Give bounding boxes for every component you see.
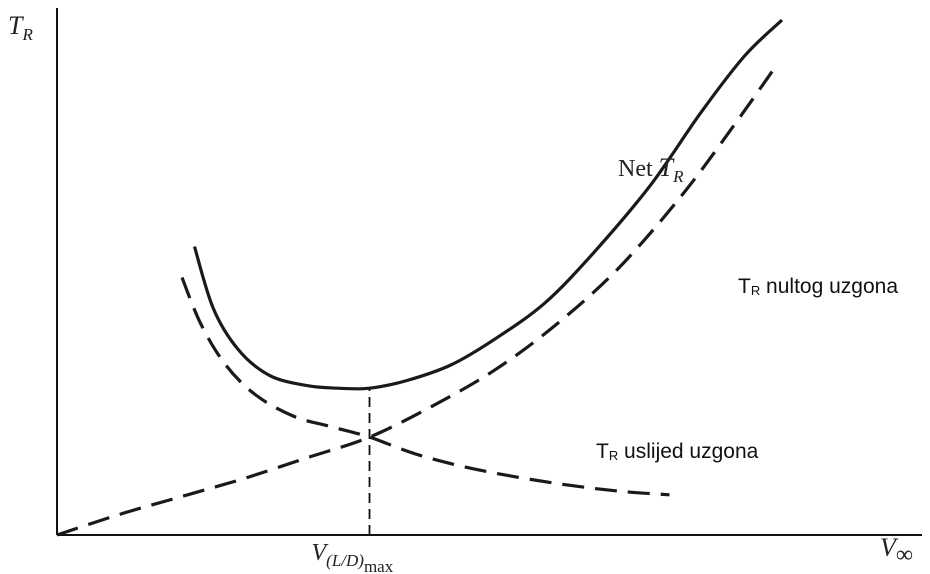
y-axis-label: TR bbox=[8, 11, 33, 44]
series-label-net-italic: T bbox=[659, 153, 675, 182]
y-axis-label-sub: R bbox=[21, 25, 33, 44]
series-label-tr-uslijed-uzgona: TR uslijed uzgona bbox=[596, 440, 759, 463]
series-label-net-main: Net bbox=[618, 156, 659, 182]
x-tick-label-main: V bbox=[312, 540, 329, 566]
x-axis-label-sub: ∞ bbox=[896, 542, 913, 568]
y-axis-label-main: T bbox=[8, 11, 24, 40]
x-tick-label-sub: (L/D) bbox=[326, 551, 364, 570]
series-label-net-tr: Net TR bbox=[618, 153, 684, 186]
x-tick-label-subsub: max bbox=[364, 557, 394, 574]
series-tr-uslijed-uzgona-line bbox=[180, 276, 670, 497]
series-tr-nultog-uzgona-line bbox=[56, 65, 778, 537]
series-label-zero-main: T bbox=[738, 275, 751, 298]
series-net-tr-line bbox=[192, 18, 784, 391]
series-label-zero-sub: R bbox=[751, 283, 760, 298]
series-label-lift-sub: R bbox=[609, 448, 618, 463]
series-label-tr-nultog-uzgona: TR nultog uzgona bbox=[738, 275, 898, 298]
series-label-lift-main: T bbox=[596, 440, 609, 463]
x-axis-label-main: V bbox=[880, 533, 899, 562]
x-axis-label: V∞ bbox=[880, 533, 913, 568]
series-label-lift-rest: uslijed uzgona bbox=[618, 440, 758, 463]
x-tick-label-v-ld-max: V(L/D)max bbox=[312, 540, 394, 574]
series-label-net-sub: R bbox=[672, 167, 684, 186]
series-label-zero-rest: nultog uzgona bbox=[760, 275, 898, 298]
